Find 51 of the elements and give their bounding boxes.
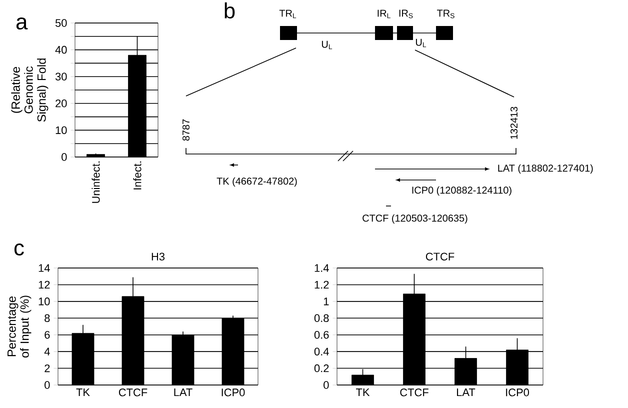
y-tick-label: 1.4 (314, 264, 329, 272)
y-tick-label: 0.8 (314, 314, 329, 322)
y-tick-label: 50 (55, 19, 67, 27)
text: IR$_{L}$ (378, 10, 390, 18)
y-tick-label: 2 (44, 364, 50, 372)
text: TR$_{S}$ (437, 10, 454, 18)
text: b (224, 2, 235, 18)
x-tick-label: TK (76, 388, 90, 396)
text: LAT (118802-127401) (498, 164, 593, 174)
y-tick-label: 0 (44, 381, 50, 389)
y-axis-title: Percentage of Input (%) (8, 296, 32, 358)
x-tick-label: ICP0 (506, 388, 529, 396)
chart-title: CTCF (426, 252, 454, 260)
y-tick-label: 30 (55, 72, 67, 80)
x-tick-label: CTCF (118, 388, 148, 396)
x-tick-label: ICP0 (222, 388, 245, 396)
y-tick-label: 12 (38, 280, 50, 289)
text: 132413 (510, 106, 518, 139)
x-tick-label: TK (356, 388, 370, 396)
y-tick-label: 0.6 (314, 330, 329, 339)
text: ICP0 (120882-124110) (412, 186, 512, 196)
text: CTCF (120503-120635) (362, 214, 468, 224)
y-tick-label: 0.4 (314, 348, 329, 356)
x-tick-label: LAT (174, 388, 192, 396)
text: U$_{L}$ (322, 40, 332, 50)
text: 8787 (182, 119, 190, 141)
text: IR$_{S}$ (399, 10, 413, 18)
x-tick-label: LAT (457, 388, 476, 396)
y-tick-label: 0 (324, 381, 329, 389)
y-tick-label: 14 (38, 264, 50, 272)
y-tick-label: 1.2 (314, 280, 329, 289)
x-tick-label: Uninfect. (92, 162, 100, 203)
y-tick-label: 0.2 (314, 364, 329, 372)
x-tick-label: Infect. (133, 162, 142, 190)
text: TK (46672-47802) (216, 177, 297, 187)
y-tick-label: 4 (44, 348, 50, 356)
y-tick-label: 1 (324, 298, 329, 306)
y-tick-label: 6 (44, 330, 50, 339)
y-tick-label: 40 (55, 46, 67, 54)
chart-title: H3 (152, 252, 165, 260)
text: U$_{L}$ (416, 38, 426, 48)
x-tick-label: CTCF (400, 388, 428, 396)
y-tick-label: 0 (62, 153, 67, 161)
y-tick-label: 10 (56, 126, 67, 134)
text: c (14, 244, 24, 256)
y-axis-title: (Relative Genomic Signal) Fold (11, 58, 48, 122)
y-tick-label: 8 (44, 314, 50, 322)
y-tick-label: 10 (38, 298, 50, 306)
text: TR$_{L}$ (279, 10, 296, 18)
y-tick-label: 20 (56, 100, 67, 108)
text: a (16, 18, 28, 30)
